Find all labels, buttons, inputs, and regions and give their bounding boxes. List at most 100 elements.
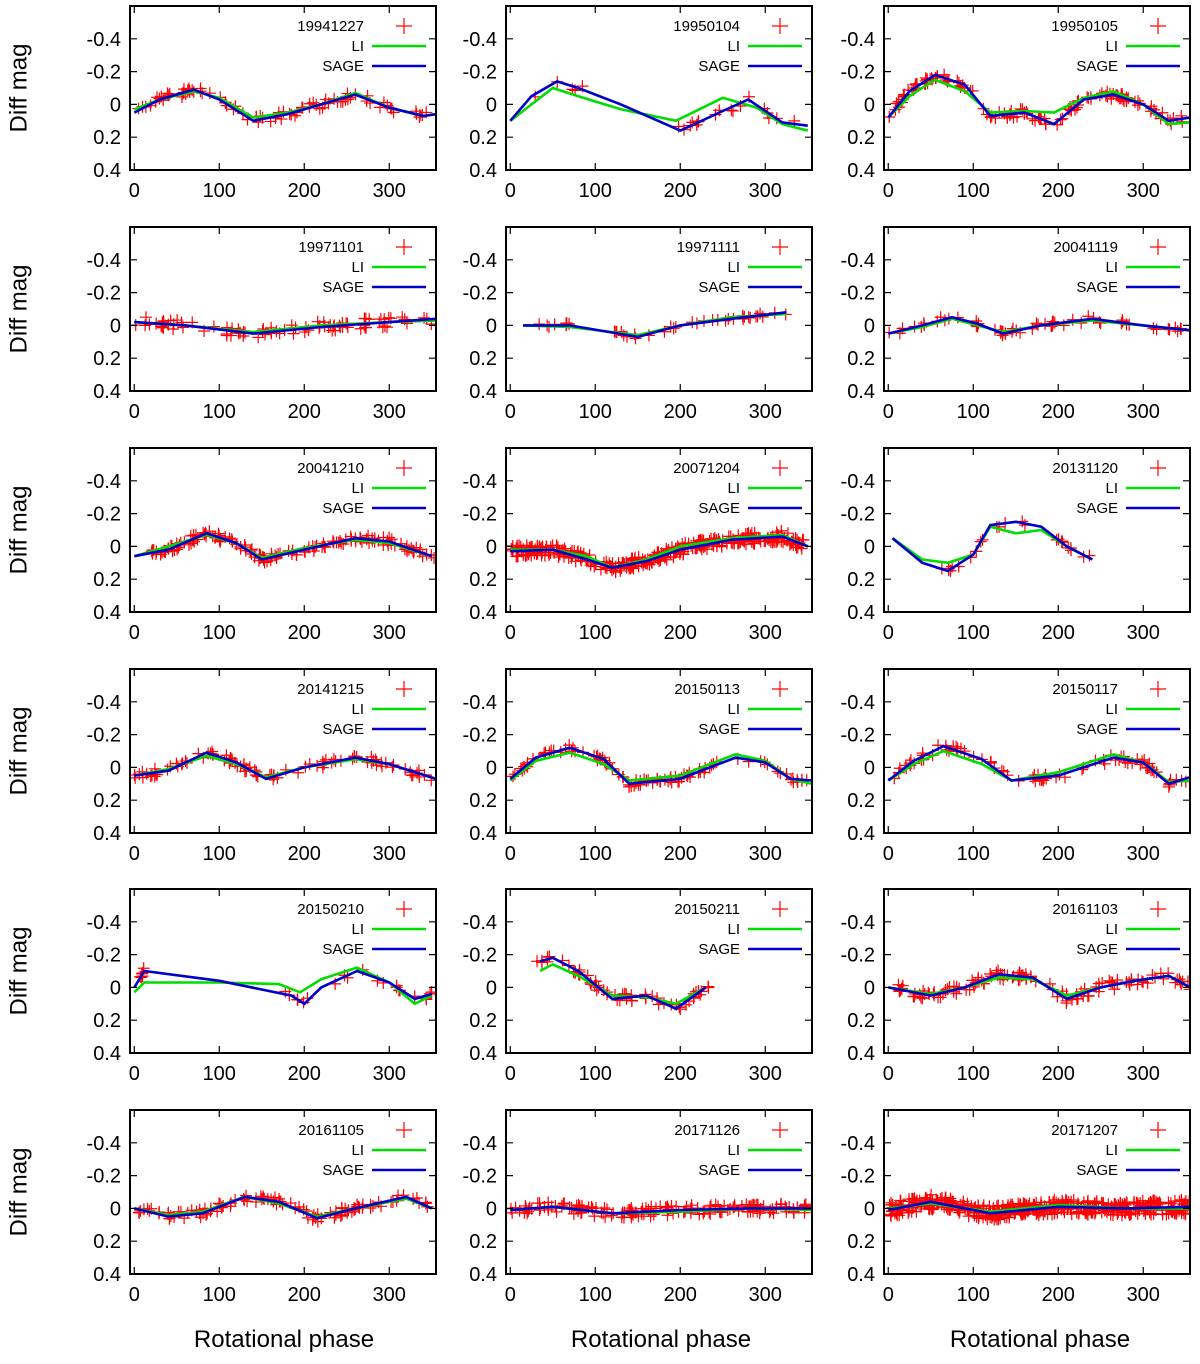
y-tick-label: 0.4 (93, 602, 121, 624)
y-tick-label: -0.4 (841, 29, 875, 51)
observation-point (1175, 1193, 1188, 1206)
y-tick-label: 0.4 (469, 381, 497, 403)
legend-date: 19941227 (297, 18, 364, 35)
x-tick-label: 100 (579, 843, 612, 865)
y-tick-label: -0.4 (463, 250, 497, 272)
x-tick-label: 100 (203, 1284, 236, 1306)
y-tick-label: 0.2 (847, 1231, 875, 1253)
legend-li-label: LI (351, 480, 364, 497)
observation-point (764, 1204, 777, 1217)
x-tick-label: 300 (1127, 180, 1160, 202)
legend-date: 20150117 (1052, 681, 1118, 698)
x-tick-label: 200 (664, 843, 697, 865)
x-axis-label-col3: Rotational phase (950, 1326, 1130, 1353)
observation-point (1111, 1208, 1124, 1221)
legend-date: 20150113 (674, 681, 740, 698)
x-tick-label: 200 (664, 180, 697, 202)
legend-sage-label: SAGE (698, 1162, 740, 1179)
li-model-line (133, 533, 433, 560)
y-tick-label: -0.4 (841, 471, 875, 493)
observation-point (303, 758, 316, 771)
plot-frame (505, 447, 813, 613)
observation-point (428, 551, 436, 564)
y-tick-label: 0.4 (847, 602, 875, 624)
plot-frame (129, 226, 437, 392)
observation-point (1106, 976, 1119, 989)
panel-20171207: -0.4 -0.2 0 0.2 0.4 0 100 200 300 20171207 LI SAGE (841, 1109, 1191, 1306)
x-tick-label: 100 (957, 1284, 990, 1306)
observation-point (175, 316, 188, 329)
legend-li-label: LI (1105, 38, 1118, 55)
panel-19971101: -0.4 -0.2 0 0.2 0.4 0 100 200 300 19971101 LI SAGE D… (5, 226, 437, 423)
plot-frame (129, 1109, 437, 1275)
legend-obs-marker (1150, 901, 1166, 917)
x-tick-label: 100 (957, 1063, 990, 1085)
x-tick-label: 200 (1042, 401, 1075, 423)
panel-19950105: -0.4 -0.2 0 0.2 0.4 0 100 200 300 19950105 LI SAGE (841, 5, 1191, 202)
sage-model-line (510, 1205, 812, 1215)
legend-li-label: LI (1105, 921, 1118, 938)
y-tick-label: -0.4 (841, 692, 875, 714)
y-tick-label: -0.4 (463, 471, 497, 493)
y-tick-label: 0.4 (93, 1264, 121, 1286)
plot-frame (505, 888, 813, 1054)
x-tick-label: 300 (373, 1063, 406, 1085)
x-tick-label: 200 (664, 1284, 697, 1306)
y-tick-label: 0.2 (847, 790, 875, 812)
legend-obs-marker (772, 18, 788, 34)
y-tick-label: 0 (486, 977, 497, 999)
y-tick-label: 0 (110, 1198, 121, 1220)
panel-20041119: -0.4 -0.2 0 0.2 0.4 0 100 200 300 20041119 LI SAGE (841, 226, 1191, 423)
y-tick-label: 0.2 (93, 1231, 121, 1253)
x-tick-label: 100 (203, 843, 236, 865)
y-tick-label: 0 (864, 1198, 875, 1220)
y-tick-label: 0.2 (93, 1010, 121, 1032)
y-tick-label: 0.2 (469, 1231, 497, 1253)
li-model-line (133, 966, 433, 1006)
y-tick-label: 0.2 (847, 569, 875, 591)
observation-point (177, 321, 190, 334)
y-tick-label: 0.2 (847, 348, 875, 370)
y-axis-label: Diff mag (5, 1148, 32, 1237)
y-axis-label: Diff mag (5, 707, 32, 796)
legend-obs-marker (1150, 460, 1166, 476)
legend-date: 20150210 (297, 901, 364, 918)
legend-date: 20161105 (298, 1122, 364, 1139)
legend-sage-label: SAGE (322, 721, 364, 738)
y-tick-label: 0.4 (847, 823, 875, 845)
legend-sage-label: SAGE (322, 500, 364, 517)
x-tick-label: 0 (505, 843, 516, 865)
legend-obs-marker (772, 239, 788, 255)
x-tick-label: 300 (373, 180, 406, 202)
observation-point (1037, 1208, 1050, 1221)
y-tick-label: -0.4 (87, 912, 121, 934)
x-tick-label: 300 (373, 843, 406, 865)
panel-19971111: -0.4 -0.2 0 0.2 0.4 0 100 200 300 19971111 LI SAGE (463, 226, 813, 423)
y-tick-label: 0.4 (93, 381, 121, 403)
plot-frame (129, 888, 437, 1054)
observations-20041210 (145, 525, 436, 569)
observation-point (962, 1210, 975, 1223)
legend-li-label: LI (1105, 480, 1118, 497)
x-tick-label: 100 (579, 622, 612, 644)
y-tick-label: -0.2 (841, 1166, 875, 1188)
sage-model-line (887, 744, 1190, 786)
observation-point (1144, 1196, 1157, 1209)
y-tick-label: 0.2 (847, 1010, 875, 1032)
legend-date: 20171126 (674, 1122, 740, 1139)
observations-20071204 (506, 524, 810, 579)
panel-20041210: -0.4 -0.2 0 0.2 0.4 0 100 200 300 20041210 LI SAGE D… (5, 447, 437, 644)
y-tick-label: -0.4 (87, 692, 121, 714)
legend-sage-label: SAGE (698, 279, 740, 296)
x-tick-label: 200 (1042, 622, 1075, 644)
y-tick-label: 0 (486, 94, 497, 116)
observation-point (977, 1199, 990, 1212)
observation-point (672, 775, 685, 788)
x-tick-label: 200 (1042, 843, 1075, 865)
plot-frame (129, 668, 437, 834)
plot-frame (129, 447, 437, 613)
observation-point (535, 956, 548, 969)
y-tick-label: 0.2 (469, 348, 497, 370)
legend-date: 19971111 (677, 239, 740, 256)
x-tick-label: 200 (288, 180, 321, 202)
